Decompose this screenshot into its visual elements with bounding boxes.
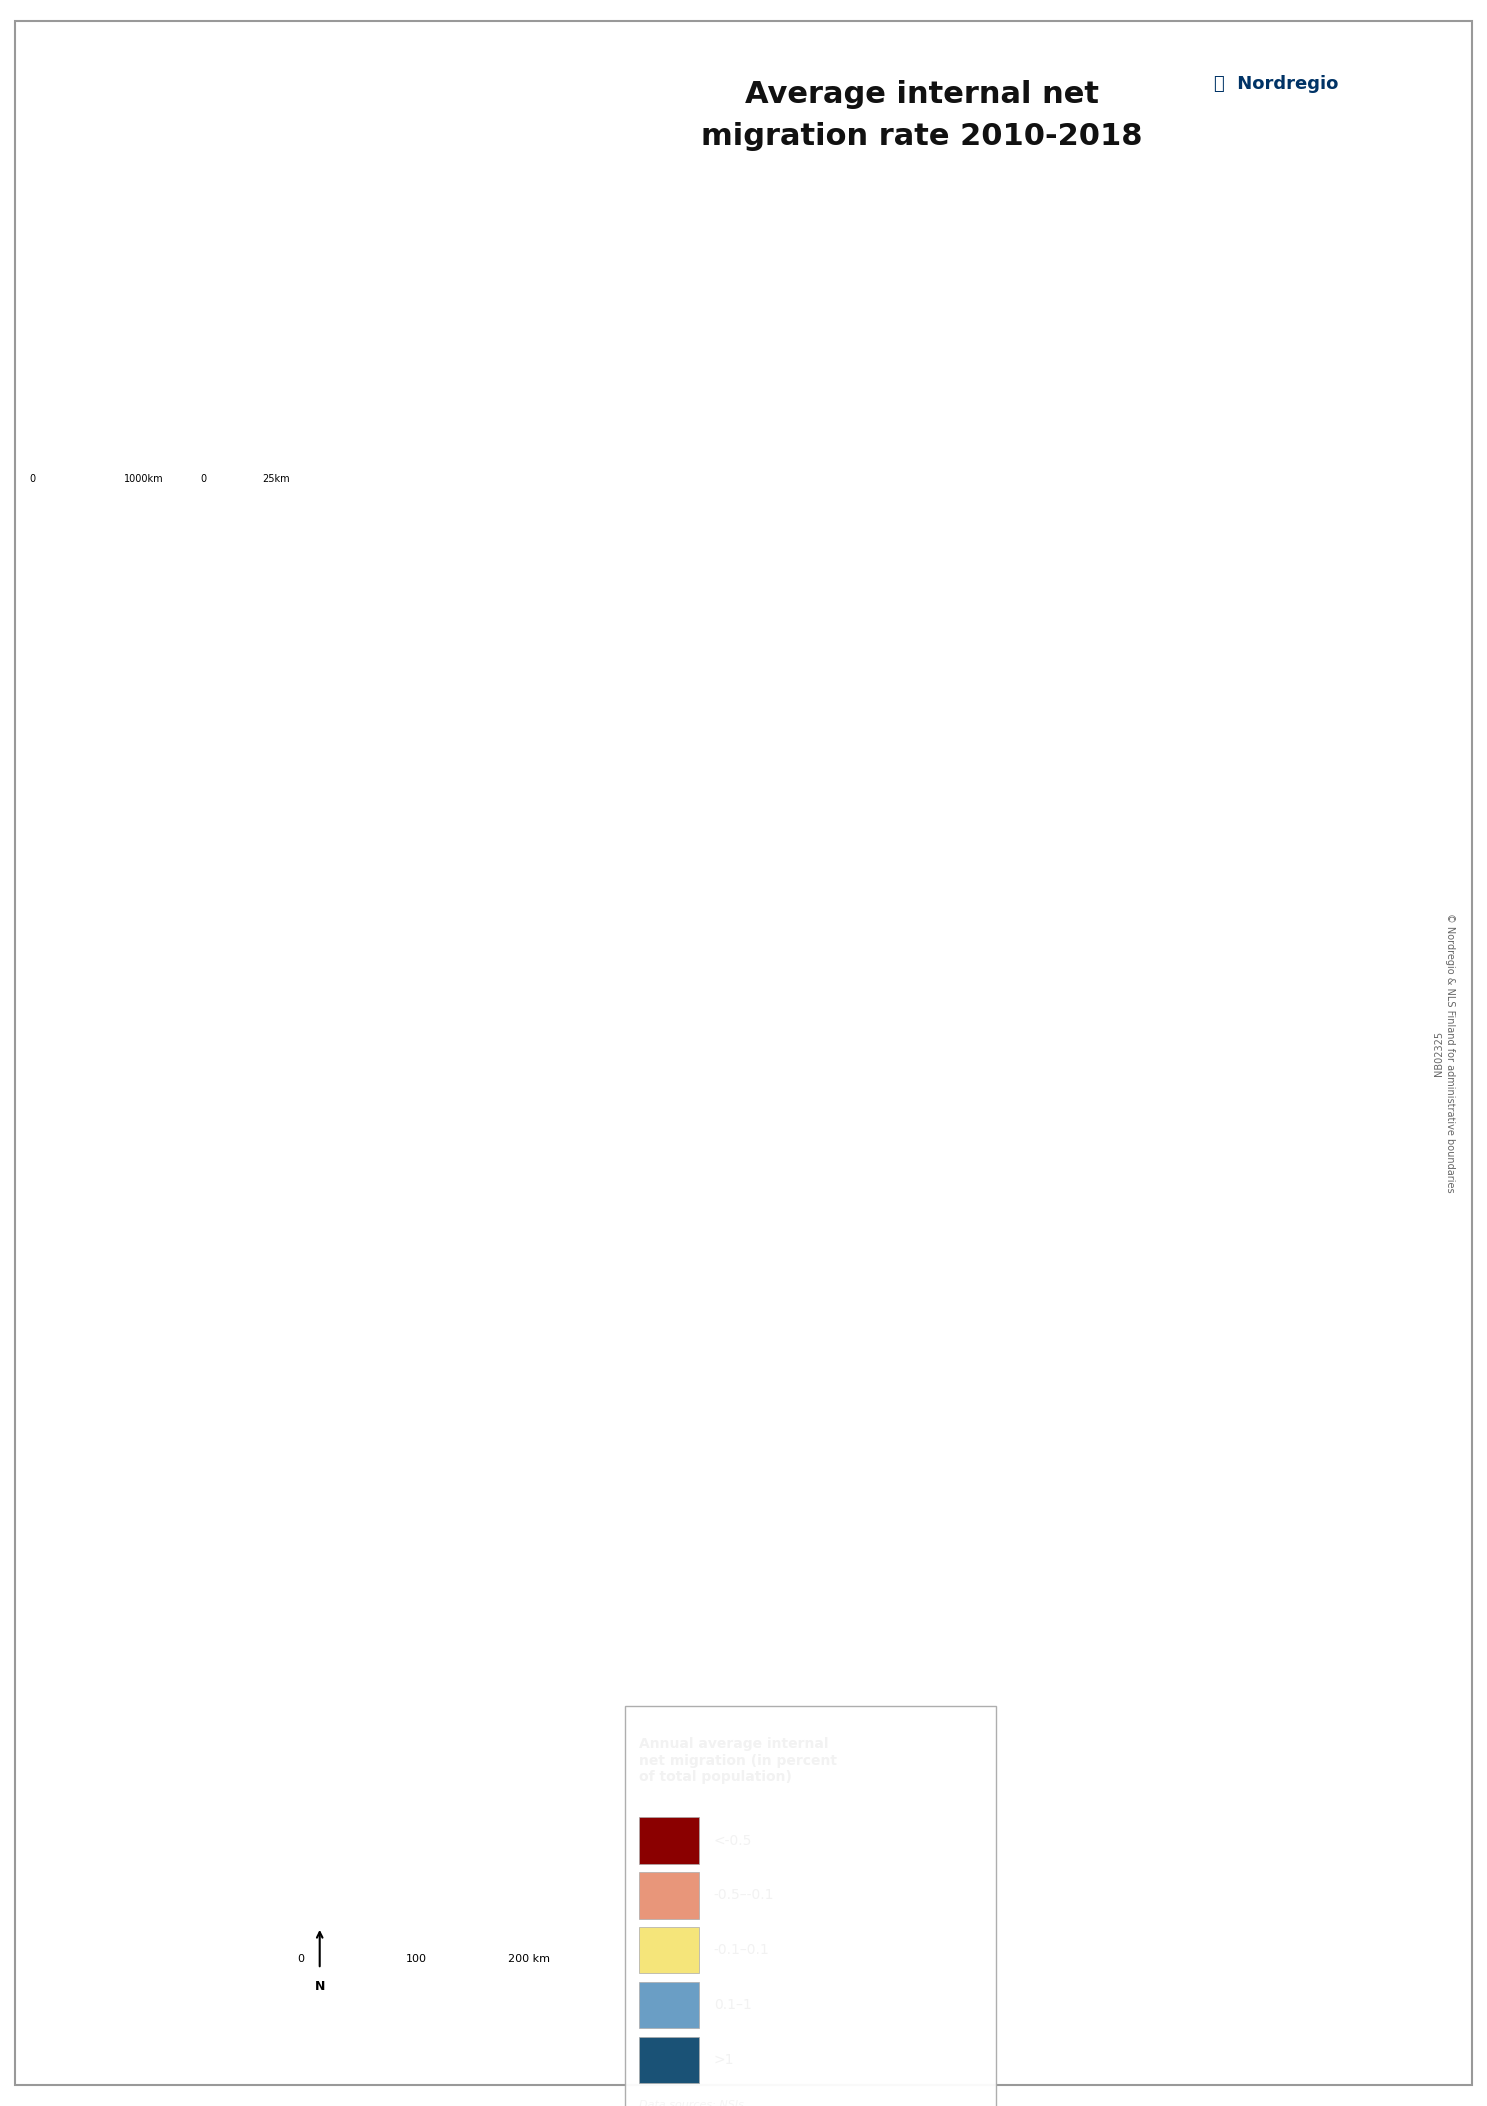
Text: 1000km: 1000km xyxy=(123,474,164,484)
Text: 100: 100 xyxy=(406,1954,427,1965)
Text: 🌐  Nordregio: 🌐 Nordregio xyxy=(1213,76,1338,93)
Text: migration rate 2010-2018: migration rate 2010-2018 xyxy=(702,122,1142,152)
Text: 0.1–1: 0.1–1 xyxy=(714,1999,751,2011)
Text: 0: 0 xyxy=(297,1954,305,1965)
Text: N: N xyxy=(315,1980,324,1992)
Text: <-0.5: <-0.5 xyxy=(714,1834,752,1847)
Text: >1: >1 xyxy=(714,2053,735,2066)
Text: © Nordregio & NLS Finland for administrative boundaries: © Nordregio & NLS Finland for administra… xyxy=(1445,914,1454,1192)
Text: -0.5–-0.1: -0.5–-0.1 xyxy=(714,1889,775,1902)
Text: 200 km: 200 km xyxy=(509,1954,550,1965)
Text: NB02325: NB02325 xyxy=(1435,1030,1444,1076)
Text: 0: 0 xyxy=(201,474,207,484)
Text: Data sources: NSIs: Data sources: NSIs xyxy=(639,2100,745,2106)
Text: Average internal net: Average internal net xyxy=(745,80,1099,110)
Text: Annual average internal
net migration (in percent
of total population): Annual average internal net migration (i… xyxy=(639,1737,837,1784)
Text: 0: 0 xyxy=(30,474,36,484)
Text: -0.1–0.1: -0.1–0.1 xyxy=(714,1944,769,1956)
Text: 25km: 25km xyxy=(262,474,290,484)
